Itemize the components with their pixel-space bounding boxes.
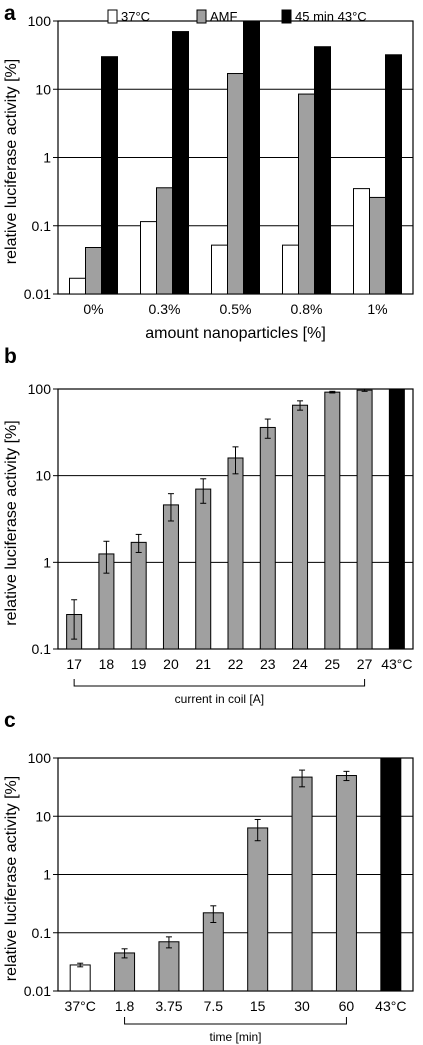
panel-c-x-axis-label: time [min]: [209, 1030, 261, 1044]
panel-a-bar: [227, 73, 244, 295]
panel-c-x-bracket: [124, 1017, 347, 1025]
chart-panel-a: 0.01 0.1 1 10 100 relative luciferase activit…: [3, 9, 414, 342]
panel-b-x-tick-label: 18: [99, 656, 115, 672]
panel-a-bar: [69, 277, 86, 295]
panel-a-bar: [140, 221, 157, 295]
panel-b-y-axis-label: relative luciferase activity [%]: [3, 420, 20, 625]
panel-a-bar: [172, 31, 189, 295]
panel-c-bar: [114, 952, 136, 992]
panel-c-x-tick-label: 7.5: [204, 998, 224, 1014]
panel-a-bar: [243, 20, 260, 295]
panel-a-bar: [101, 56, 118, 295]
panel-c-y-tick-label: 1: [43, 867, 51, 883]
panel-a-y-tick-label: 100: [28, 13, 52, 29]
panel-letter-b: b: [4, 345, 17, 368]
panel-c-bar: [158, 941, 180, 992]
chart-panel-c: 0.01 0.1 1 10 100 relative luciferase activit…: [3, 750, 414, 1044]
panel-b-bar: [388, 388, 405, 650]
panel-a-legend-label: 45 min 43°C: [295, 9, 367, 24]
panel-b-x-tick-label: 25: [325, 656, 341, 672]
panel-a-bar: [156, 187, 173, 295]
panel-c-x-tick-label: 60: [339, 998, 355, 1014]
panel-a-bar: [314, 46, 331, 295]
panel-b-bar: [130, 541, 147, 650]
panel-b-y-tick-label: 0.1: [32, 641, 52, 657]
panel-a-legend-swatch: [196, 9, 207, 24]
panel-c-x-tick-label: 15: [250, 998, 266, 1014]
panel-a-bar: [211, 244, 228, 295]
panel-c-x-tick-label: 1.8: [115, 998, 135, 1014]
panel-c-y-axis-label: relative luciferase activity [%]: [3, 776, 20, 981]
panel-b-bar: [195, 488, 212, 650]
panel-letter-a: a: [4, 2, 16, 25]
panel-b-x-tick-label: 21: [195, 656, 211, 672]
panel-c-bar: [291, 776, 313, 992]
panel-b-y-tick-label: 10: [35, 468, 51, 484]
panel-c-y-tick-label: 100: [28, 750, 52, 766]
panel-b-bar: [324, 391, 341, 650]
panel-c-x-tick-label: 37°C: [65, 998, 96, 1014]
panel-b-bar: [259, 426, 276, 650]
panel-a-y-tick-label: 1: [43, 150, 51, 166]
panel-a-y-tick-label: 0.1: [32, 218, 52, 234]
panel-letter-c: c: [4, 709, 16, 732]
panel-b-x-tick-label: 17: [66, 656, 82, 672]
panel-a-legend-swatch: [107, 9, 118, 24]
panel-b-x-tick-label: 24: [292, 656, 308, 672]
panel-b-x-bracket: [73, 679, 366, 687]
panel-c-y-tick-label: 10: [35, 808, 51, 824]
panel-a-bar: [85, 247, 102, 295]
panel-a-x-tick-label: 0%: [83, 301, 103, 317]
panel-b-x-tick-label: 27: [357, 656, 373, 672]
panel-b-x-tick-label: 23: [260, 656, 276, 672]
panel-a-x-tick-label: 0.8%: [291, 301, 323, 317]
panel-a-legend-label: 37°C: [121, 9, 150, 24]
panel-a-bar: [385, 54, 402, 295]
panel-b-bar: [162, 504, 179, 650]
panel-b-bar: [292, 404, 309, 650]
panel-b-bar: [356, 389, 373, 650]
panel-b-bar: [227, 457, 244, 650]
panel-a-legend-label: AMF: [210, 9, 238, 24]
panel-a-x-tick-label: 0.3%: [149, 301, 181, 317]
panel-a-x-axis-label: amount nanoparticles [%]: [145, 325, 326, 342]
panel-a-bar: [353, 188, 370, 295]
panel-b-x-axis-label: current in coil [A]: [175, 692, 264, 706]
panel-a-legend-swatch: [281, 9, 292, 24]
panel-c-y-tick-label: 0.01: [24, 983, 51, 999]
panel-c-bar: [202, 912, 224, 992]
panel-a-x-tick-label: 0.5%: [220, 301, 252, 317]
panel-a-bar: [369, 196, 386, 295]
panel-b-x-tick-label: 19: [131, 656, 147, 672]
chart-panel-b: 0.1 1 10 100 relative luciferase activity [%…: [3, 381, 414, 706]
panel-c-y-tick-label: 0.1: [32, 925, 52, 941]
panel-b-x-tick-label: 43°C: [381, 656, 412, 672]
panel-b-x-tick-label: 22: [228, 656, 244, 672]
panel-b-y-tick-label: 1: [43, 554, 51, 570]
panel-a-bar: [282, 244, 299, 295]
panel-a-y-tick-label: 0.01: [24, 286, 51, 302]
panel-b-y-tick-label: 100: [28, 381, 52, 397]
panel-a-bar: [298, 93, 315, 295]
panel-c-x-tick-label: 3.75: [155, 998, 182, 1014]
panel-c-x-tick-label: 43°C: [375, 998, 406, 1014]
panel-a-x-tick-label: 1%: [367, 301, 387, 317]
panel-c-bar: [247, 827, 269, 992]
panel-c-x-tick-label: 30: [294, 998, 310, 1014]
panel-a-y-tick-label: 10: [35, 81, 51, 97]
panel-c-bar: [380, 757, 402, 992]
panel-c-bar: [69, 964, 91, 992]
panel-c-bar: [335, 775, 357, 992]
panel-a-y-axis-label: relative luciferase activity [%]: [3, 59, 20, 264]
panel-b-x-tick-label: 20: [163, 656, 179, 672]
